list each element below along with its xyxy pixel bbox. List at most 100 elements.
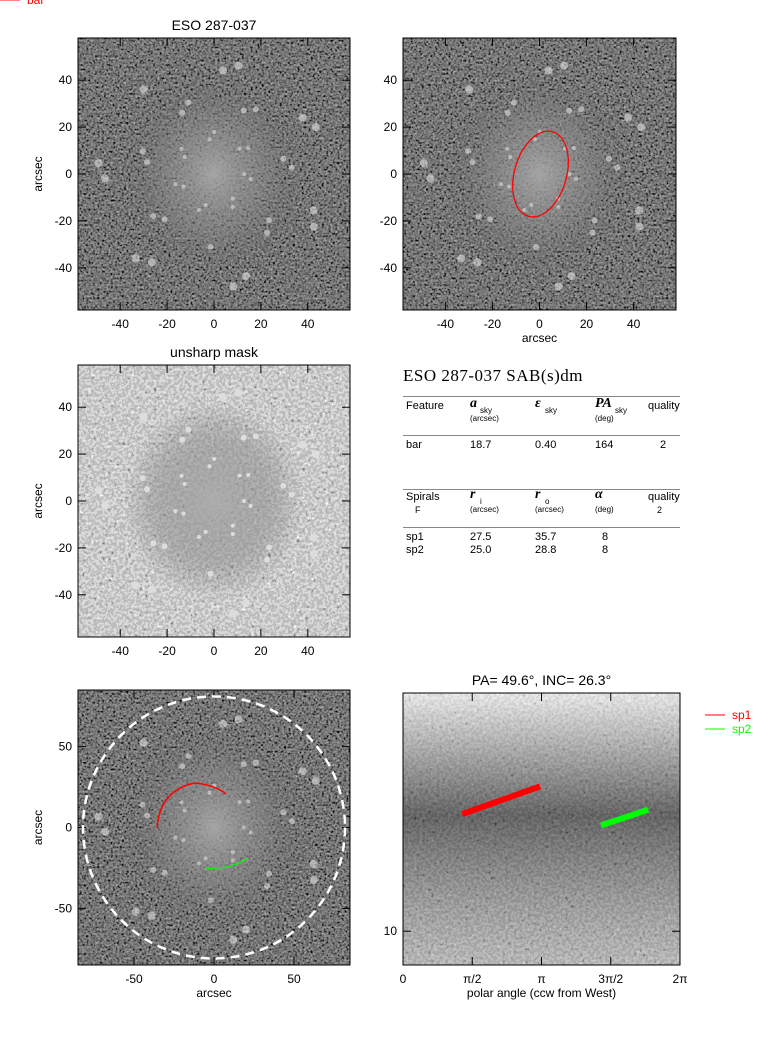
column-unit: (arcsec): [470, 414, 499, 423]
star: [237, 473, 242, 478]
column-symbol: PA: [595, 396, 612, 411]
star: [309, 549, 318, 558]
star: [229, 282, 238, 291]
star: [207, 243, 214, 250]
column-symbol: a: [470, 396, 477, 411]
star: [230, 858, 235, 863]
star: [150, 540, 157, 547]
star: [252, 106, 259, 113]
x-tick-label: 3π/2: [598, 972, 623, 986]
star: [182, 154, 187, 159]
x-tick-label: -50: [125, 972, 143, 986]
star: [147, 585, 156, 594]
column-sub: o: [545, 497, 550, 506]
cell: 25.0: [470, 544, 492, 556]
star: [147, 911, 156, 920]
table-title: ESO 287-037 SAB(s)dm: [403, 366, 584, 385]
y-tick-label: 40: [384, 73, 398, 87]
star: [266, 544, 273, 551]
star: [248, 176, 253, 181]
column-symbol: ε: [535, 396, 541, 411]
star: [591, 217, 598, 224]
image: [78, 38, 350, 310]
column-unit: (deg): [595, 414, 614, 423]
star: [280, 809, 287, 816]
star: [465, 85, 474, 94]
star: [309, 876, 318, 885]
star: [263, 229, 270, 236]
chart-title: ESO 287-037: [172, 17, 257, 33]
y-tick-label: 20: [384, 120, 398, 134]
star: [311, 450, 320, 459]
column-header: Spirals: [406, 491, 440, 503]
star: [212, 457, 217, 462]
star: [179, 146, 184, 151]
x-tick-label: 0: [400, 972, 407, 986]
column-sub: F: [415, 505, 421, 515]
x-tick-label: π: [537, 972, 545, 986]
x-tick-label: 20: [580, 317, 594, 331]
cell: 164: [595, 439, 614, 451]
star: [465, 148, 472, 155]
star: [139, 475, 146, 482]
star: [309, 533, 318, 542]
star: [280, 155, 287, 162]
star: [179, 800, 184, 805]
star: [246, 473, 251, 478]
column-sub: sky: [545, 406, 557, 415]
rule: [403, 489, 680, 490]
star: [131, 907, 140, 916]
star: [508, 154, 513, 159]
star: [182, 808, 187, 813]
star: [298, 440, 307, 449]
x-tick-label: -20: [484, 317, 502, 331]
star: [173, 509, 178, 514]
star: [101, 827, 110, 836]
series-line: [599, 806, 650, 829]
star: [578, 106, 585, 113]
star: [266, 870, 273, 877]
x-tick-label: -40: [437, 317, 455, 331]
star: [179, 109, 186, 116]
column-unit: (arcsec): [470, 505, 499, 514]
star: [185, 99, 192, 106]
star: [311, 776, 320, 785]
x-tick-label: 0: [211, 972, 218, 986]
y-tick-label: -40: [380, 261, 398, 275]
star: [309, 206, 318, 215]
spiral-arc: [156, 782, 227, 829]
star: [181, 511, 186, 516]
cell: sp1: [406, 531, 424, 543]
y-axis-label: arcsec: [31, 483, 45, 518]
column-unit: (arcsec): [535, 505, 564, 514]
star: [567, 172, 572, 176]
y-tick-label: 0: [65, 167, 72, 181]
rule: [403, 435, 680, 436]
star: [147, 258, 156, 267]
y-tick-label: -20: [55, 214, 73, 228]
star: [533, 137, 538, 142]
x-tick-label: 0: [536, 317, 543, 331]
star: [234, 388, 243, 397]
star: [522, 207, 527, 212]
y-tick-label: -20: [380, 214, 398, 228]
x-tick-label: 50: [287, 972, 301, 986]
star: [230, 196, 235, 201]
x-tick-label: 40: [301, 644, 315, 658]
star: [181, 184, 186, 189]
star: [179, 763, 186, 770]
bar-ellipse: [512, 130, 569, 218]
star: [246, 799, 251, 804]
cell: 2: [660, 439, 667, 451]
x-tick-label: -40: [112, 644, 130, 658]
star: [234, 715, 243, 724]
star: [624, 113, 633, 122]
star: [144, 812, 151, 819]
star: [574, 176, 579, 181]
star: [240, 761, 247, 768]
x-tick-label: -40: [112, 317, 130, 331]
star: [161, 216, 168, 223]
star: [426, 174, 435, 183]
star: [212, 130, 217, 135]
y-tick-label: 50: [59, 740, 73, 754]
